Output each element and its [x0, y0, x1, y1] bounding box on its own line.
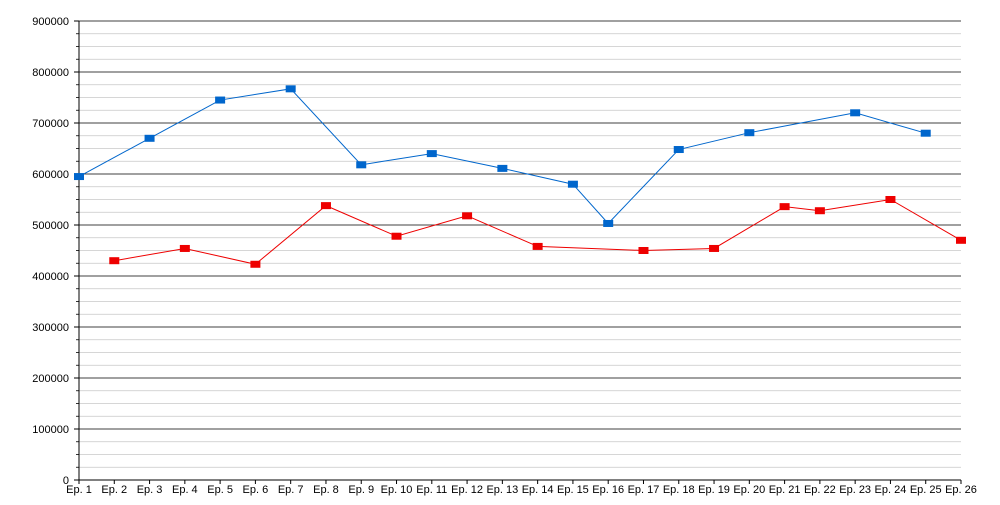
x-tick-label: Ep. 10 [381, 484, 413, 496]
series-2-marker [709, 244, 720, 252]
x-tick-label: Ep. 15 [557, 484, 589, 496]
series-2-marker [885, 196, 896, 203]
x-tick-label: Ep. 5 [207, 484, 233, 496]
series-layer [74, 85, 966, 268]
y-tick-label: 0 [63, 475, 69, 487]
x-tick-label: Ep. 20 [733, 484, 765, 496]
series-2-marker [814, 207, 825, 215]
y-tick-label: 400000 [32, 271, 69, 283]
y-tick-label: 700000 [32, 118, 69, 130]
x-tick-label: Ep. 11 [416, 484, 447, 496]
series-1-marker [920, 129, 931, 137]
x-tick-label: Ep. 22 [804, 484, 836, 496]
axes-layer [74, 20, 962, 484]
y-tick-label: 600000 [32, 169, 69, 181]
series-2-marker [179, 244, 190, 252]
x-tick-label: Ep. 16 [592, 484, 624, 496]
x-tick-label: Ep. 14 [522, 484, 554, 496]
series-1-marker [426, 150, 437, 158]
x-tick-label: Ep. 17 [628, 484, 660, 496]
series-2-marker [250, 260, 261, 268]
labels-layer: 0 100000 200000 300000 400000 500000 600000 700… [32, 16, 977, 496]
series-2-marker [956, 236, 966, 244]
series-1-marker [567, 180, 578, 188]
x-tick-label: Ep. 8 [313, 484, 339, 496]
grid-layer [79, 20, 961, 468]
y-tick-label: 900000 [32, 16, 69, 28]
series-1-marker [356, 161, 367, 169]
series-line-2 [114, 198, 962, 265]
x-tick-label: Ep. 24 [875, 484, 907, 496]
x-tick-label: Ep. 2 [101, 484, 127, 496]
x-tick-label: Ep. 23 [839, 484, 871, 496]
series-2-marker [779, 203, 790, 211]
y-tick-label: 200000 [32, 373, 69, 385]
x-tick-label: Ep. 12 [451, 484, 483, 496]
x-tick-label: Ep. 18 [663, 484, 695, 496]
x-tick-label: Ep. 3 [137, 484, 163, 496]
series-1-marker [673, 146, 684, 154]
series-1-marker [285, 85, 296, 93]
x-tick-label: Ep. 21 [769, 484, 801, 496]
x-tick-label: Ep. 26 [945, 484, 977, 496]
series-1-marker [603, 219, 614, 227]
series-1-marker [74, 173, 84, 181]
y-tick-label: 800000 [32, 67, 69, 79]
series-1-marker [215, 96, 226, 104]
x-tick-label: Ep. 13 [486, 484, 518, 496]
series-2-marker [532, 242, 543, 250]
y-tick-label: 300000 [32, 322, 69, 334]
y-tick-label: 100000 [32, 424, 69, 436]
series-1-marker [497, 164, 508, 172]
series-1-marker [144, 134, 155, 142]
y-tick-label: 500000 [32, 220, 69, 232]
x-tick-label: Ep. 25 [910, 484, 942, 496]
series-1-marker [744, 129, 755, 137]
x-tick-label: Ep. 7 [278, 484, 304, 496]
series-2-marker [638, 247, 649, 254]
series-1-marker [850, 109, 861, 117]
x-tick-label: Ep. 6 [243, 484, 269, 496]
x-tick-label: Ep. 1 [66, 484, 92, 496]
x-tick-label: Ep. 4 [172, 484, 198, 496]
series-2-marker [391, 232, 402, 240]
series-2-marker [109, 257, 120, 265]
x-tick-label: Ep. 19 [698, 484, 730, 496]
series-line-1 [78, 88, 926, 225]
series-2-marker [320, 202, 331, 210]
series-2-marker [462, 212, 473, 220]
x-tick-label: Ep. 9 [348, 484, 374, 496]
